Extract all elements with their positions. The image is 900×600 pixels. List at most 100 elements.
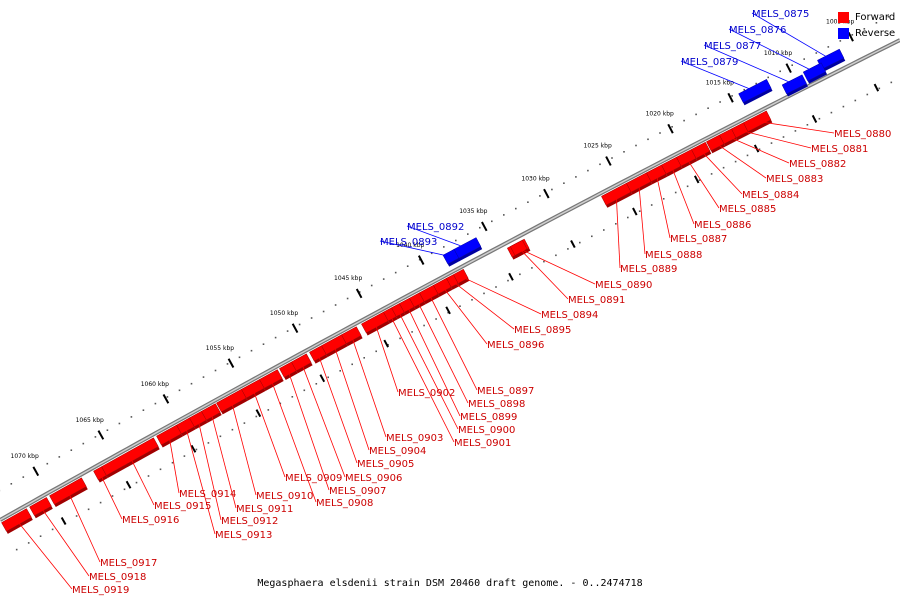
gene-arrow-shadow (346, 335, 363, 347)
tick-mark (727, 92, 734, 103)
gene-label[interactable]: MELS_0910 (256, 491, 313, 502)
gene-leader (655, 173, 671, 239)
gene-label[interactable]: MELS_0880 (834, 129, 891, 140)
gene-leader (428, 293, 478, 391)
gene-label[interactable]: MELS_0884 (742, 190, 799, 201)
gene-label[interactable]: MELS_0877 (704, 41, 761, 52)
gene-label[interactable]: MELS_0912 (221, 516, 278, 527)
gene-label[interactable]: MELS_0887 (670, 234, 727, 245)
gene-label[interactable]: MELS_0907 (329, 486, 386, 497)
track-dot (430, 252, 433, 255)
track-dot (866, 93, 869, 96)
track-dot (563, 182, 565, 184)
track-dot (579, 241, 581, 244)
track-dot (298, 323, 301, 326)
gene-label[interactable]: MELS_0899 (460, 412, 517, 423)
gene-leader (197, 418, 222, 521)
gene-label[interactable]: MELS_0886 (694, 220, 751, 231)
gene-label[interactable]: MELS_0876 (729, 25, 786, 36)
track-dot (743, 88, 745, 91)
gene-arrow-shadow (54, 486, 88, 507)
gene-label[interactable]: MELS_0906 (345, 473, 402, 484)
gene-label[interactable]: MELS_0888 (645, 250, 702, 261)
track-dot (370, 284, 373, 287)
gene-label[interactable]: MELS_0913 (215, 530, 272, 541)
track-dot (683, 119, 685, 122)
gene-label[interactable]: MELS_0875 (752, 9, 809, 20)
track-dot (638, 210, 641, 212)
gene-arrow-shadow (438, 287, 453, 297)
track-dot (399, 337, 401, 340)
track-dot (82, 442, 85, 445)
gene-label[interactable]: MELS_0903 (386, 433, 443, 444)
gene-leader (230, 400, 257, 496)
track-dot (671, 126, 673, 128)
track-dot (659, 132, 661, 134)
gene-arrow[interactable] (49, 477, 87, 505)
gene-arrow[interactable] (361, 311, 389, 334)
gene-label[interactable]: MELS_0919 (72, 585, 129, 596)
gene-arrow-shadow (181, 426, 196, 437)
gene-label[interactable]: MELS_0901 (454, 438, 511, 449)
gene-label[interactable]: MELS_0909 (285, 473, 342, 484)
legend-forward: Forward (838, 9, 895, 25)
gene-label[interactable]: MELS_0908 (316, 498, 373, 509)
gene-label[interactable]: MELS_0902 (398, 388, 455, 399)
gene-label[interactable]: MELS_0900 (458, 425, 515, 436)
gene-label[interactable]: MELS_0893 (380, 237, 437, 248)
gene-label[interactable]: MELS_0879 (681, 57, 738, 68)
gene-arrow-shadow (221, 398, 248, 415)
track-dot (471, 299, 473, 301)
gene-leader (460, 275, 542, 315)
track-dot (623, 151, 625, 153)
track-dot (382, 278, 385, 280)
track-dot (106, 429, 109, 431)
gene-arrow-shadow (447, 258, 461, 267)
track-dot (255, 415, 258, 418)
tick-mark (417, 255, 425, 265)
track-dot (767, 76, 769, 79)
gene-label[interactable]: MELS_0898 (468, 399, 525, 410)
tick-mark (785, 63, 792, 74)
gene-arrow-shadow (743, 88, 773, 106)
gene-label[interactable]: MELS_0915 (154, 501, 211, 512)
gene-label[interactable]: MELS_0916 (122, 515, 179, 526)
track-dot (842, 105, 845, 108)
gene-label[interactable]: MELS_0914 (179, 489, 236, 500)
gene-label[interactable]: MELS_0897 (477, 386, 534, 397)
gene-label[interactable]: MELS_0892 (407, 222, 464, 233)
gene-label[interactable]: MELS_0889 (620, 264, 677, 275)
track-dot (315, 383, 318, 385)
gene-label[interactable]: MELS_0890 (595, 280, 652, 291)
gene-label[interactable]: MELS_0881 (811, 144, 868, 155)
gene-label[interactable]: MELS_0905 (357, 459, 414, 470)
track-dot (615, 223, 617, 225)
gene-label[interactable]: MELS_0896 (487, 340, 544, 351)
track-dot (587, 169, 589, 172)
track-dot (543, 260, 545, 263)
gene-label[interactable]: MELS_0911 (236, 504, 293, 515)
gene-label[interactable]: MELS_0917 (100, 558, 157, 569)
gene-arrow[interactable] (216, 388, 247, 413)
track-dot (435, 318, 437, 320)
gene-arrow-shadow (6, 517, 33, 534)
gene-arrow[interactable] (279, 361, 297, 378)
track-dot (707, 107, 709, 109)
tick-label: 1040 kbp (396, 242, 424, 249)
gene-label[interactable]: MELS_0895 (514, 325, 571, 336)
gene-arrow[interactable] (509, 239, 528, 256)
gene-label[interactable]: MELS_0918 (89, 572, 146, 583)
gene-label[interactable]: MELS_0885 (719, 204, 776, 215)
track-dot (515, 207, 517, 210)
gene-label[interactable]: MELS_0882 (789, 159, 846, 170)
track-dot (70, 449, 73, 451)
track-dot (467, 233, 469, 235)
gene-arrow-shadow (264, 378, 284, 391)
gene-leader (99, 473, 123, 520)
gene-arrow-shadow (296, 362, 313, 374)
gene-label[interactable]: MELS_0904 (369, 446, 426, 457)
gene-label[interactable]: MELS_0883 (766, 174, 823, 185)
gene-label[interactable]: MELS_0891 (568, 295, 625, 306)
gene-label[interactable]: MELS_0894 (541, 310, 598, 321)
track-dot (406, 265, 409, 267)
